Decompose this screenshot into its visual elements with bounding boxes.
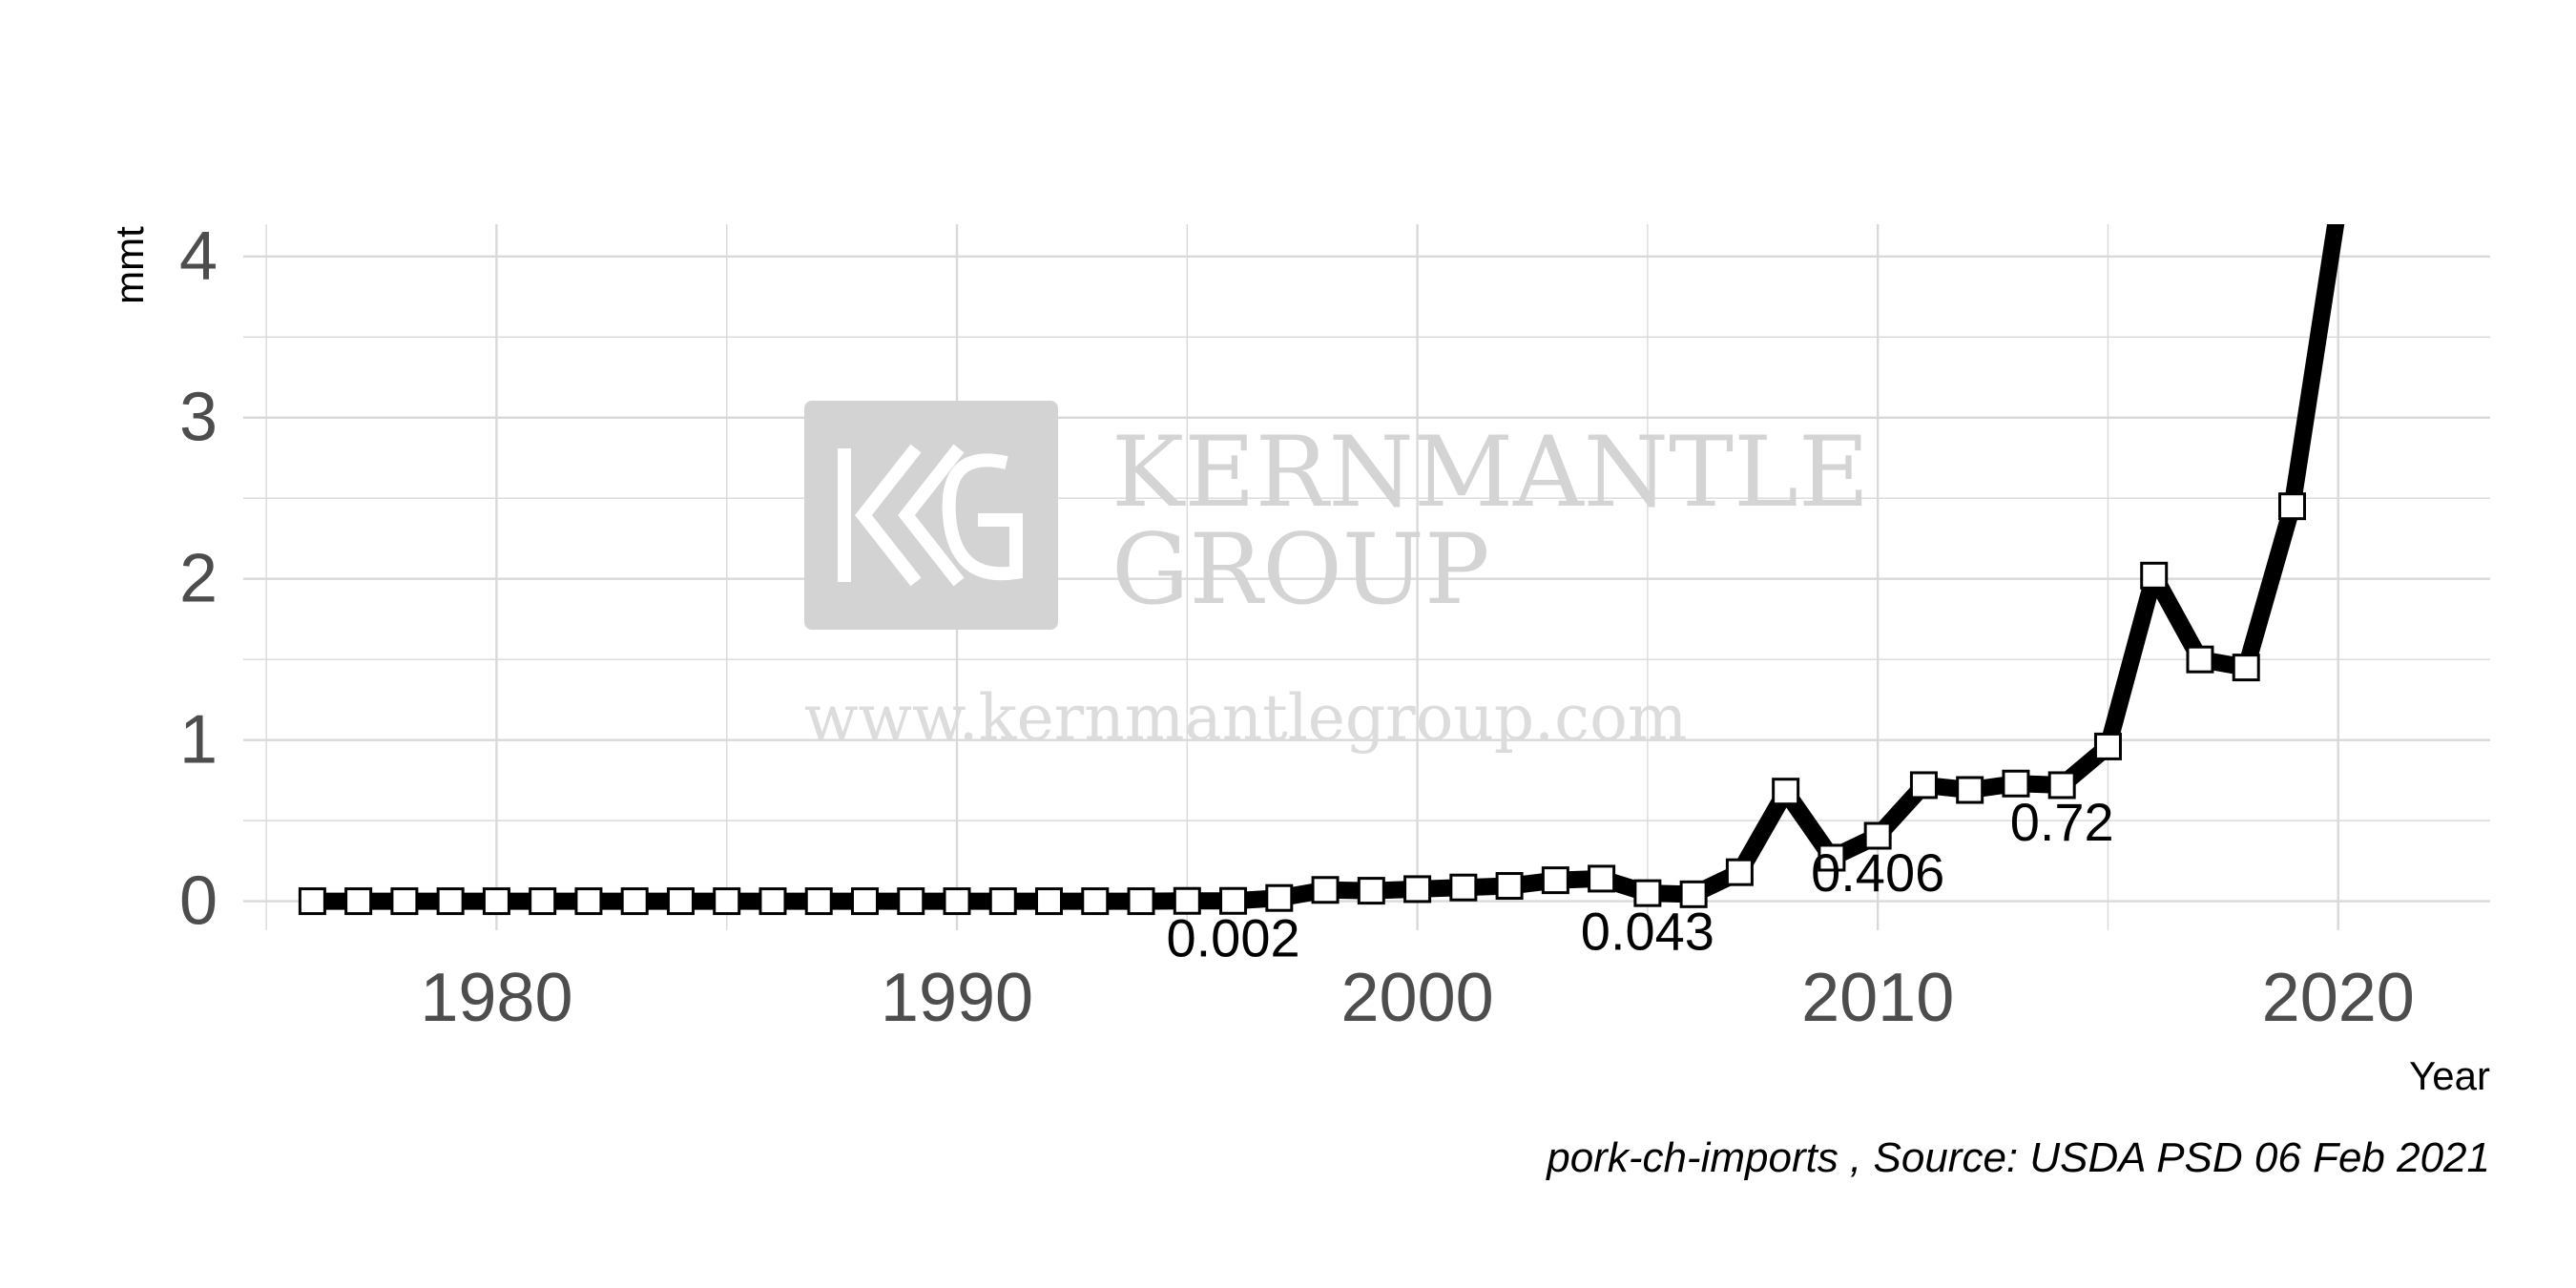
caption: pork-ch-imports , Source: USDA PSD 06 Fe…: [1545, 1134, 2490, 1181]
data-point-marker: [574, 887, 603, 916]
data-point-marker: [1863, 821, 1892, 850]
watermark: KERNMANTLE GROUP www.kernmantlegroup.com: [804, 401, 1869, 755]
data-point-marker: [666, 887, 695, 916]
data-point-marker: [2232, 654, 2260, 682]
data-point-marker: [1909, 771, 1938, 800]
data-point-marker: [344, 887, 373, 916]
data-point-marker: [713, 887, 741, 916]
data-point-marker: [390, 887, 419, 916]
data-point-marker: [1081, 887, 1110, 916]
data-point-marker: [2186, 645, 2214, 674]
data-point-marker: [1588, 864, 1616, 893]
y-tick-label: 0: [179, 863, 218, 940]
data-point-marker: [1541, 866, 1569, 895]
data-point-marker: [620, 887, 649, 916]
data-point-marker: [1956, 776, 1984, 804]
data-point-marker: [1127, 887, 1155, 916]
data-point-marker: [2002, 769, 2030, 798]
x-tick-label: 2000: [1340, 960, 1493, 1036]
watermark-url: www.kernmantlegroup.com: [804, 681, 1687, 755]
data-label: 0.043: [1581, 901, 1714, 961]
y-tick-label: 3: [179, 380, 218, 456]
data-point-marker: [804, 887, 833, 916]
y-axis-title: mmt: [107, 226, 152, 304]
data-point-marker: [298, 887, 326, 916]
data-point-marker: [2326, 196, 2351, 220]
data-point-marker: [1495, 872, 1524, 901]
data-label: 0.002: [1166, 907, 1299, 967]
watermark-line2: GROUP: [1111, 513, 1490, 627]
data-point-marker: [897, 887, 925, 916]
y-tick-label: 1: [179, 702, 218, 779]
data-point-marker: [2047, 771, 2076, 800]
data-point-marker: [529, 887, 557, 916]
y-tick-labels: 0 1 2 3 4: [179, 218, 218, 940]
data-point-marker: [1725, 858, 1754, 886]
data-point-marker: [1265, 883, 1294, 912]
data-point-marker: [2140, 561, 2169, 590]
data-point-marker: [482, 887, 510, 916]
x-tick-label: 1990: [881, 960, 1033, 1036]
x-tick-label: 2020: [2262, 960, 2415, 1036]
data-point-marker: [1035, 887, 1064, 916]
x-tick-label: 2010: [1801, 960, 1954, 1036]
x-tick-labels: 1980 1990 2000 2010 2020: [420, 960, 2414, 1036]
data-point-marker: [1679, 880, 1708, 908]
data-point-marker: [2093, 732, 2122, 760]
data-point-marker: [1403, 875, 1432, 904]
data-point-marker: [1219, 886, 1248, 915]
data-point-marker: [943, 887, 971, 916]
data-point-marker: [436, 887, 465, 916]
y-tick-label: 4: [179, 218, 218, 295]
kernmantle-logo: [804, 401, 1058, 630]
data-point-marker: [1772, 778, 1800, 806]
markers: [298, 196, 2351, 916]
data-point-marker: [988, 887, 1017, 916]
data-point-marker: [2277, 492, 2306, 521]
watermark-line1: KERNMANTLE: [1111, 416, 1869, 530]
data-label: 0.72: [2010, 792, 2114, 852]
x-tick-label: 1980: [420, 960, 572, 1036]
data-labels: 0.002 0.043 0.406 0.72: [1166, 792, 2113, 967]
data-point-marker: [1633, 879, 1662, 907]
data-point-marker: [1311, 876, 1340, 904]
y-tick-label: 2: [179, 541, 218, 617]
data-point-marker: [1818, 843, 1846, 872]
data-point-marker: [850, 887, 879, 916]
data-label: 0.406: [1811, 842, 1944, 903]
data-point-marker: [758, 887, 787, 916]
data-point-marker: [1449, 873, 1478, 902]
data-point-marker: [1357, 877, 1385, 905]
data-point-marker: [1173, 886, 1201, 915]
x-axis-title: Year: [2409, 1053, 2490, 1098]
